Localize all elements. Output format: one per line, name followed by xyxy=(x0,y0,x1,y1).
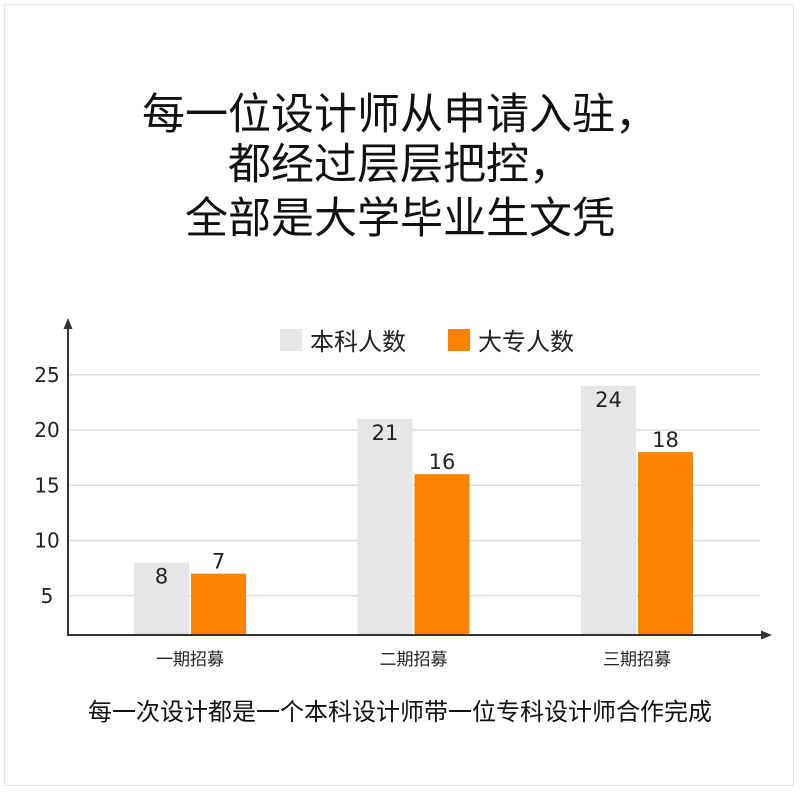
y-axis-arrow xyxy=(63,318,73,329)
x-axis-category-labels: 一期招募 二期招募 三期招募 xyxy=(156,650,671,670)
legend-item-associate: 大专人数 xyxy=(448,328,574,356)
legend-swatch-bachelor xyxy=(280,329,302,351)
bar-bachelor-period-3 xyxy=(581,385,636,635)
data-label-associate-period-2: 16 xyxy=(429,450,456,474)
bar-associate-period-2 xyxy=(414,474,470,635)
legend: 本科人数 大专人数 xyxy=(280,328,574,356)
x-axis-arrow xyxy=(761,630,772,640)
category-label-period-1: 一期招募 xyxy=(156,650,224,670)
y-tick-label-20: 20 xyxy=(34,418,59,442)
y-axis xyxy=(63,318,73,636)
legend-item-bachelor: 本科人数 xyxy=(280,328,406,356)
data-label-bachelor-period-1: 8 xyxy=(155,565,168,589)
data-labels: 8 7 21 16 24 18 xyxy=(155,388,679,589)
data-label-bachelor-period-3: 24 xyxy=(595,388,622,412)
y-axis-tick-labels: 5 10 15 20 25 xyxy=(34,363,59,608)
legend-swatch-associate xyxy=(448,329,470,351)
title-line-2: 都经过层层把控， xyxy=(228,140,572,190)
data-label-bachelor-period-2: 21 xyxy=(372,421,399,445)
footer-caption: 每一次设计都是一个本科设计师带一位专科设计师合作完成 xyxy=(88,698,712,726)
category-label-period-2: 二期招募 xyxy=(380,650,448,670)
bar-bachelor-period-1 xyxy=(134,562,189,635)
image-border xyxy=(4,4,794,786)
bars xyxy=(134,385,693,635)
legend-label-associate: 大专人数 xyxy=(478,328,574,356)
bar-bachelor-period-2 xyxy=(357,418,413,635)
bar-associate-period-3 xyxy=(638,452,693,635)
y-tick-label-10: 10 xyxy=(34,529,59,553)
data-label-associate-period-3: 18 xyxy=(652,428,679,452)
y-tick-label-5: 5 xyxy=(41,584,54,608)
legend-label-bachelor: 本科人数 xyxy=(310,328,406,356)
title-line-1: 每一位设计师从申请入驻， xyxy=(142,90,658,140)
bar-associate-period-1 xyxy=(191,573,246,635)
title-line-3: 全部是大学毕业生文凭 xyxy=(185,194,615,244)
y-tick-label-25: 25 xyxy=(34,363,59,387)
x-axis xyxy=(67,630,772,640)
y-tick-label-15: 15 xyxy=(34,473,59,497)
data-label-associate-period-1: 7 xyxy=(212,550,225,574)
category-label-period-3: 三期招募 xyxy=(603,650,671,670)
